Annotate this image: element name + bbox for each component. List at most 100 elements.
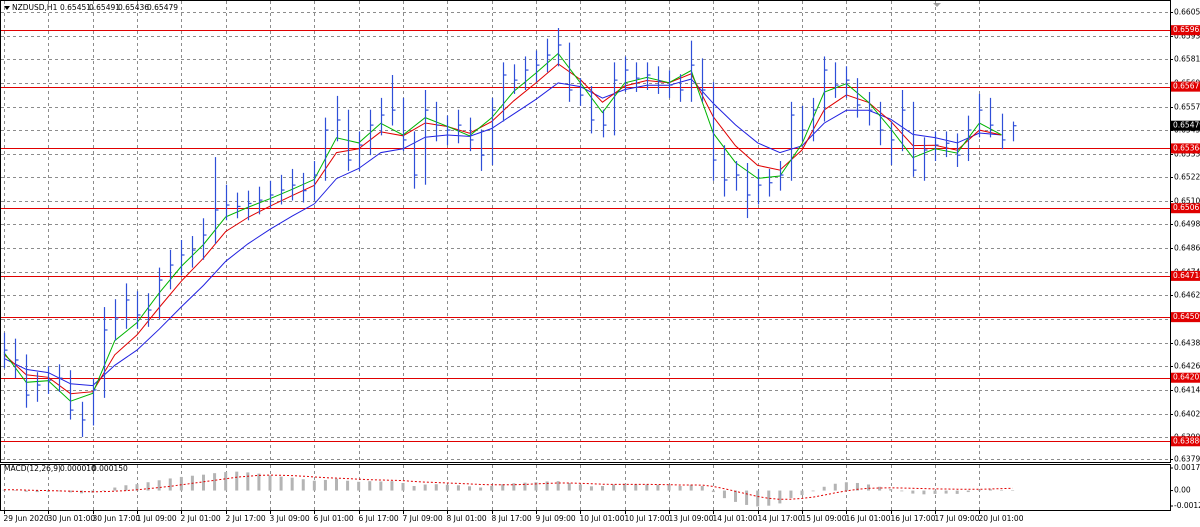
macd-bar: [800, 490, 804, 496]
level-label-box: [1171, 203, 1200, 214]
macd-bar: [102, 490, 106, 491]
macd-bar: [933, 490, 937, 494]
macd-bar: [368, 481, 372, 491]
macd-bar: [157, 480, 161, 491]
macd-bar: [833, 483, 837, 491]
x-tick-label: 7 Jul 09:00: [403, 514, 443, 523]
macd-bar: [301, 479, 305, 491]
x-tick-label: 8 Jul 01:00: [447, 514, 487, 523]
macd-bar: [567, 482, 571, 491]
x-tick-label: 9 Jul 09:00: [536, 514, 576, 523]
macd-bar: [667, 485, 671, 491]
x-tick-label: 13 Jul 09:00: [669, 514, 714, 523]
x-tick-label: 30 Jun 17:00: [93, 514, 141, 523]
x-tick-label: 8 Jul 17:00: [492, 514, 532, 523]
macd-bar: [878, 486, 882, 491]
macd-bar: [46, 490, 50, 492]
macd-bar: [556, 481, 560, 491]
macd-bar: [335, 478, 339, 491]
macd-bar: [57, 490, 61, 492]
macd-readout: 0.000010: [60, 464, 96, 473]
moving-average-line: [3, 63, 1002, 395]
macd-bar: [867, 484, 871, 491]
macd-bar: [977, 489, 981, 491]
x-tick-label: 10 Jul 01:00: [580, 514, 625, 523]
level-label-box: [1171, 436, 1200, 447]
macd-bar: [855, 482, 859, 491]
macd-bar: [822, 486, 826, 491]
x-tick-label: 6 Jul 17:00: [359, 514, 399, 523]
macd-bar: [124, 485, 128, 491]
level-label: 0.65364: [1173, 143, 1200, 152]
price-readout: 0.65451: [60, 3, 91, 12]
macd-bar: [534, 482, 538, 491]
macd-bar: [601, 486, 605, 491]
x-tick-label: 15 Jul 09:00: [802, 514, 847, 523]
macd-bar: [179, 476, 183, 491]
x-tick-label: 29 Jun 2020: [4, 514, 49, 523]
macd-bar: [135, 484, 139, 491]
macd-bar: [412, 486, 416, 491]
macd-bar: [966, 490, 970, 493]
macd-bar: [523, 482, 527, 491]
x-tick-label: 17 Jul 09:00: [935, 514, 980, 523]
macd-bar: [235, 471, 239, 491]
macd-bar: [889, 489, 893, 491]
level-label: 0.64718: [1173, 271, 1200, 280]
x-tick-label: 20 Jul 01:00: [979, 514, 1024, 523]
macd-bar: [900, 490, 904, 492]
last-price-box: [1171, 120, 1200, 131]
macd-bar: [778, 490, 782, 504]
main-panel-frame: [0, 0, 1171, 463]
macd-bar: [468, 486, 472, 491]
x-tick-label: 2 Jul 01:00: [181, 514, 221, 523]
macd-bar: [68, 490, 72, 493]
macd-bar: [490, 486, 494, 491]
macd-bar: [13, 490, 17, 491]
macd-bar: [357, 481, 361, 491]
macd-bar: [589, 486, 593, 491]
x-tick-label: 10 Jul 17:00: [625, 514, 670, 523]
macd-bar: [634, 484, 638, 491]
macd-bar: [512, 483, 516, 491]
x-tick-label: 30 Jun 01:00: [48, 514, 96, 523]
level-label-box: [1171, 25, 1200, 36]
macd-bar: [745, 490, 749, 505]
macd-bar: [944, 490, 948, 494]
macd-bar: [479, 487, 483, 491]
macd-bar: [445, 484, 449, 491]
price-readout: 0.65491: [89, 3, 120, 12]
macd-bar: [257, 473, 261, 491]
macd-bar: [434, 484, 438, 491]
y-tick-label: -0.001285: [1174, 501, 1200, 510]
macd-bar: [844, 482, 848, 491]
symbol-marker: [4, 6, 10, 10]
moving-average-line: [3, 78, 1002, 387]
level-label-box: [1171, 312, 1200, 323]
macd-bar: [767, 490, 771, 506]
macd-signal-line: [4, 474, 1013, 500]
macd-bar: [711, 490, 715, 493]
macd-bar: [24, 490, 28, 492]
macd-bar: [423, 484, 427, 491]
level-label: 0.65677: [1173, 82, 1200, 91]
macd-bar: [401, 482, 405, 491]
macd-bar: [379, 481, 383, 491]
macd-bar: [146, 482, 150, 491]
macd-bar: [1011, 490, 1015, 491]
level-label: 0.65963: [1173, 25, 1200, 34]
chart-title: NZDUSD,H1: [12, 3, 58, 12]
macd-bar: [811, 490, 815, 492]
level-label-box: [1171, 81, 1200, 92]
last-price-label: 0.65479: [1173, 121, 1200, 130]
